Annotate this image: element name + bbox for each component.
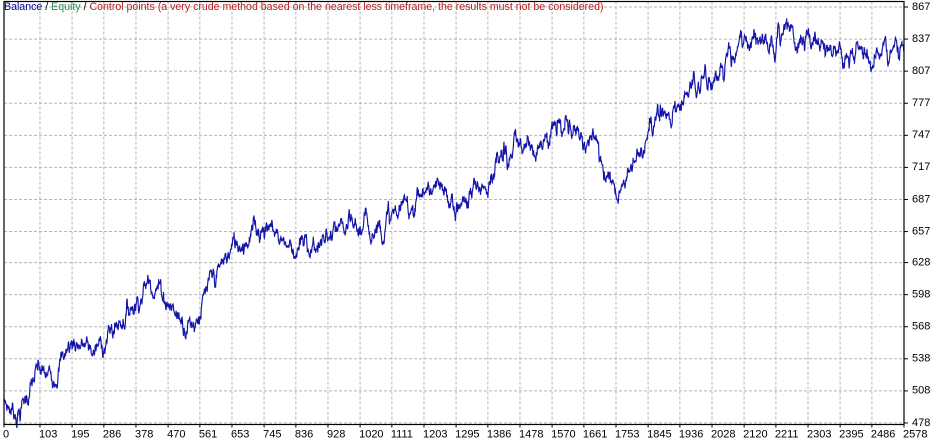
svg-text:745: 745 xyxy=(263,429,281,438)
svg-text:2028: 2028 xyxy=(711,429,735,438)
svg-text:1753: 1753 xyxy=(615,429,639,438)
svg-text:1295: 1295 xyxy=(455,429,479,438)
svg-text:2486: 2486 xyxy=(871,429,895,438)
svg-text:928: 928 xyxy=(327,429,345,438)
svg-text:561: 561 xyxy=(199,429,217,438)
svg-text:1386: 1386 xyxy=(487,429,511,438)
svg-text:2303: 2303 xyxy=(807,429,831,438)
svg-text:2211: 2211 xyxy=(775,429,799,438)
svg-text:1203: 1203 xyxy=(423,429,447,438)
svg-text:777: 777 xyxy=(912,97,930,109)
svg-text:1845: 1845 xyxy=(647,429,671,438)
svg-text:653: 653 xyxy=(231,429,249,438)
svg-text:628: 628 xyxy=(912,256,930,268)
svg-text:0: 0 xyxy=(3,429,9,438)
svg-text:1570: 1570 xyxy=(551,429,575,438)
svg-text:2120: 2120 xyxy=(743,429,767,438)
svg-text:286: 286 xyxy=(103,429,121,438)
svg-text:2395: 2395 xyxy=(839,429,863,438)
svg-text:747: 747 xyxy=(912,129,930,141)
svg-text:1478: 1478 xyxy=(519,429,543,438)
svg-text:1936: 1936 xyxy=(679,429,703,438)
svg-text:1661: 1661 xyxy=(583,429,607,438)
svg-text:538: 538 xyxy=(912,353,930,365)
svg-text:2578: 2578 xyxy=(903,429,927,438)
svg-text:687: 687 xyxy=(912,193,930,205)
svg-text:598: 598 xyxy=(912,288,930,300)
svg-text:103: 103 xyxy=(39,429,57,438)
svg-text:470: 470 xyxy=(167,429,185,438)
svg-text:717: 717 xyxy=(912,161,930,173)
svg-text:1020: 1020 xyxy=(359,429,383,438)
svg-text:1111: 1111 xyxy=(391,429,413,438)
svg-text:568: 568 xyxy=(912,321,930,333)
svg-text:807: 807 xyxy=(912,65,930,77)
svg-text:378: 378 xyxy=(135,429,153,438)
svg-text:657: 657 xyxy=(912,225,930,237)
svg-text:837: 837 xyxy=(912,33,930,45)
svg-text:195: 195 xyxy=(71,429,89,438)
svg-text:836: 836 xyxy=(295,429,313,438)
svg-text:508: 508 xyxy=(912,385,930,397)
svg-text:867: 867 xyxy=(912,1,930,13)
svg-text:478: 478 xyxy=(912,417,930,429)
